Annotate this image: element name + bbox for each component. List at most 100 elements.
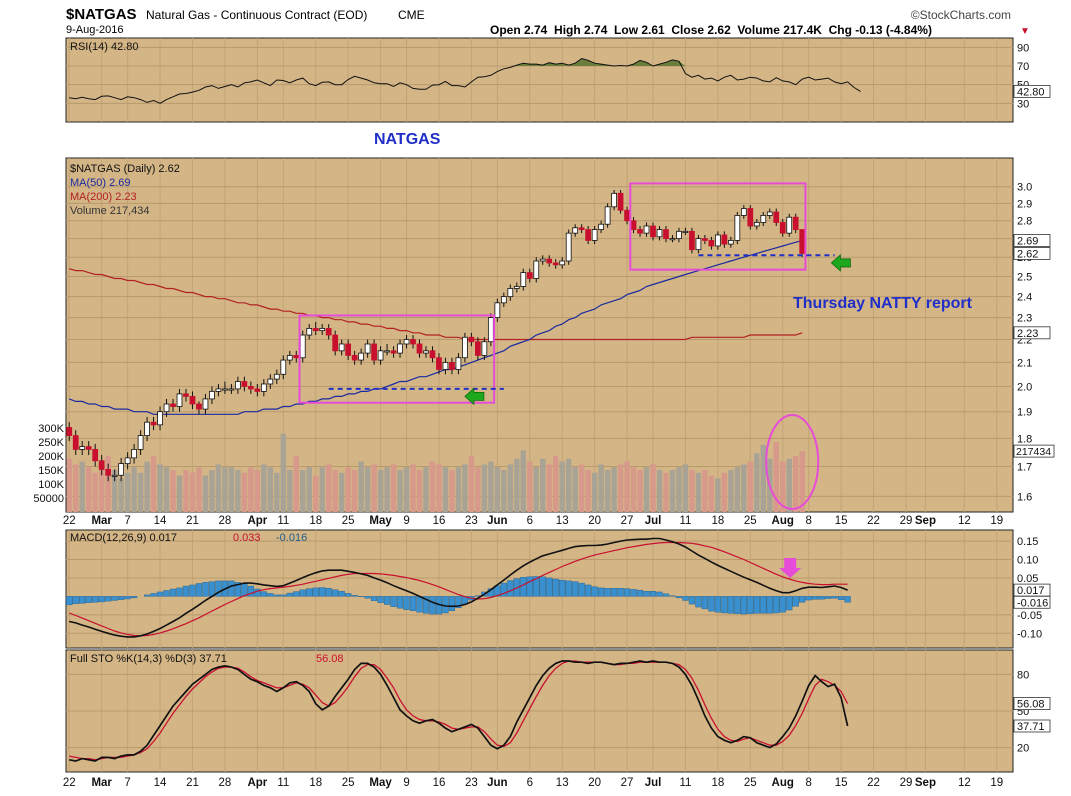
volume-bar xyxy=(176,475,183,512)
candle-body xyxy=(222,388,228,391)
volume-bar xyxy=(578,464,585,512)
x-tick-label: 28 xyxy=(219,777,232,789)
macd-histogram-bar xyxy=(734,596,741,614)
macd-histogram-bar xyxy=(559,579,566,597)
macd-histogram-bar xyxy=(429,596,436,615)
sto-tick-label: 20 xyxy=(1017,743,1029,755)
candle-body xyxy=(702,238,708,241)
candle-body xyxy=(254,388,261,392)
volume-tick-label: 150K xyxy=(38,465,64,477)
candle-body xyxy=(358,352,364,361)
candle-body xyxy=(462,336,468,359)
macd-signal-line xyxy=(68,541,848,637)
candle-body xyxy=(196,403,202,410)
x-tick-label: 29 xyxy=(900,777,913,789)
x-tick-label: May xyxy=(369,777,392,789)
candle-body xyxy=(351,355,358,361)
x-tick-label: Jul xyxy=(645,777,662,789)
candle-body xyxy=(637,229,643,234)
candle-body xyxy=(72,435,79,450)
macd-histogram-bar xyxy=(539,576,546,597)
chart-exchange: CME xyxy=(398,8,425,22)
candle-body xyxy=(118,463,124,476)
x-tick-label: 22 xyxy=(63,777,76,789)
x-tick-label: Sep xyxy=(915,515,936,527)
candle-body xyxy=(429,350,436,359)
x-tick-label: 9 xyxy=(403,515,409,527)
volume-bar xyxy=(196,467,202,512)
candle-body xyxy=(682,230,689,233)
macd-histogram-bar xyxy=(578,582,585,597)
x-tick-label: 25 xyxy=(342,515,355,527)
x-tick-label: 29 xyxy=(900,515,913,527)
candle-body xyxy=(364,343,371,354)
macd-histogram-bar xyxy=(130,596,138,599)
macd-histogram-bar xyxy=(786,596,793,611)
rsi-tick-label: 30 xyxy=(1017,98,1029,110)
price-last-label: 2.23 xyxy=(1017,328,1038,340)
candle-body xyxy=(740,208,747,216)
x-tick-label: 22 xyxy=(867,515,880,527)
candle-body xyxy=(669,238,676,241)
volume-spike-ellipse xyxy=(765,414,820,510)
candle-body xyxy=(390,350,397,354)
macd-histogram-bar xyxy=(176,587,183,597)
x-tick-label: 21 xyxy=(186,515,199,527)
macd-legend: MACD(12,26,9) 0.017 xyxy=(70,532,177,544)
macd-histogram-bar xyxy=(695,596,702,608)
volume-tick-label: 200K xyxy=(38,451,64,463)
volume-last-label: 217434 xyxy=(1016,446,1051,458)
candle-body xyxy=(260,383,267,392)
volume-bar xyxy=(728,470,734,512)
quote-down-arrow: ▼ xyxy=(1020,26,1030,37)
volume-bar xyxy=(721,472,728,512)
macd-histogram-bar xyxy=(805,596,812,601)
macd-histogram-bar xyxy=(92,596,99,603)
macd-histogram-bar xyxy=(760,596,767,614)
macd-histogram-bar xyxy=(825,596,832,599)
macd-histogram-bar xyxy=(455,596,462,609)
macd-histogram-bar xyxy=(623,588,631,597)
volume-bar xyxy=(403,467,410,512)
macd-histogram-bar xyxy=(643,591,650,597)
candle-body xyxy=(267,378,274,385)
macd-histogram-bar xyxy=(189,584,196,597)
ma50-line xyxy=(68,239,803,415)
volume-bar xyxy=(462,464,468,512)
candle-body xyxy=(111,474,118,477)
volume-bar xyxy=(527,461,533,512)
price-tick-label: 1.6 xyxy=(1017,491,1032,503)
candle-body xyxy=(410,339,416,345)
x-tick-label: Jul xyxy=(645,515,662,527)
price-tick-label: 1.8 xyxy=(1017,433,1032,445)
macd-histogram-bar xyxy=(396,596,404,609)
volume-bar xyxy=(118,478,124,512)
volume-bar xyxy=(643,467,650,512)
natgas-annotation: NATGAS xyxy=(374,131,441,148)
candle-body xyxy=(202,398,209,410)
candle-body xyxy=(734,215,741,241)
x-tick-label: 27 xyxy=(621,515,634,527)
macd-histogram-bar xyxy=(79,596,86,604)
candle-body xyxy=(228,388,235,391)
macd-histogram-bar xyxy=(500,582,507,597)
candle-body xyxy=(572,227,579,234)
volume-bar xyxy=(617,464,624,512)
macd-histogram-bar xyxy=(306,588,313,597)
candle-body xyxy=(137,435,144,450)
candle-body xyxy=(591,229,598,241)
volume-bar xyxy=(754,453,760,512)
x-tick-label: Aug xyxy=(772,777,794,789)
price-legend: Volume 217,434 xyxy=(70,205,150,217)
volume-bar xyxy=(514,458,520,512)
candle-body xyxy=(397,343,403,354)
candle-body xyxy=(533,260,540,279)
volume-bar xyxy=(300,470,306,512)
macd-histogram-bar xyxy=(422,596,430,614)
candle-body xyxy=(319,328,326,332)
volume-bar xyxy=(228,467,235,512)
macd-histogram-bar xyxy=(409,596,417,611)
chart-symbol: $NATGAS xyxy=(66,6,137,23)
volume-bar xyxy=(235,470,241,512)
